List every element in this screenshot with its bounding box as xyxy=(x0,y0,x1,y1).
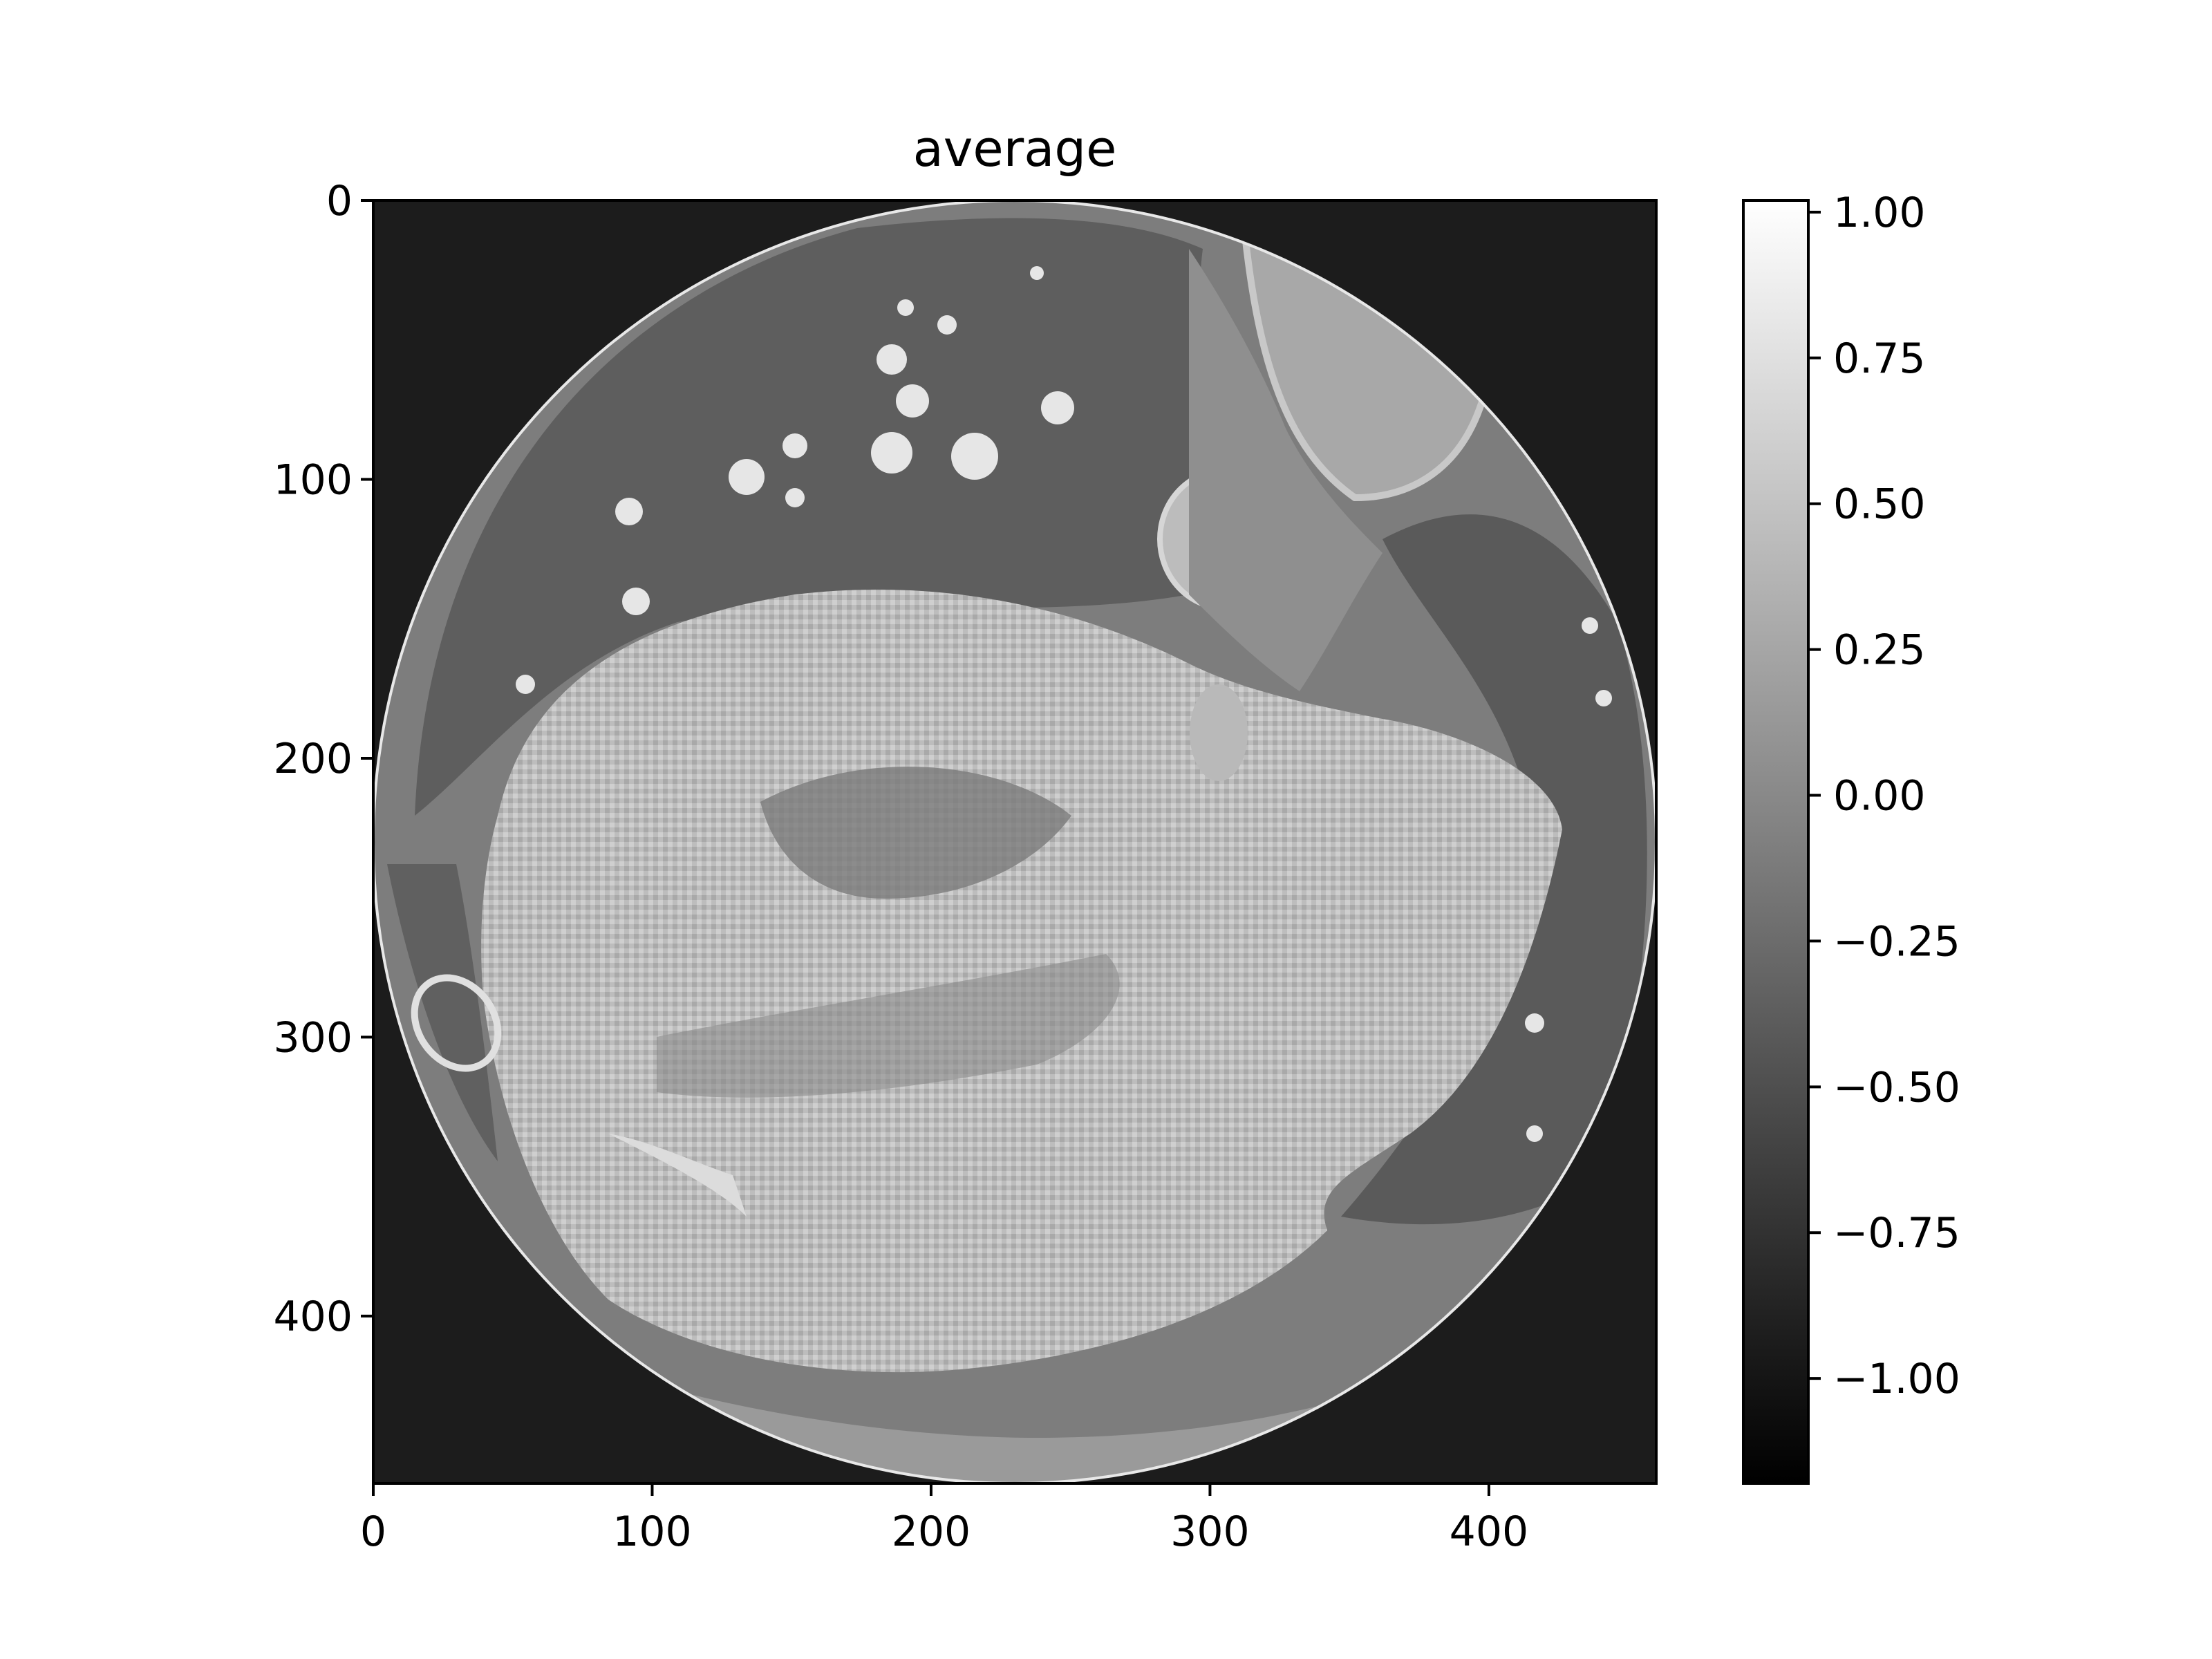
scan-circle xyxy=(373,200,1656,1483)
vessel-small xyxy=(1190,684,1248,781)
chart-title: average xyxy=(913,120,1117,178)
colorbar-tick-label: −0.75 xyxy=(1833,1209,1960,1257)
colorbar-tick-label: 0.75 xyxy=(1833,335,1926,383)
colorbar-tick-label: 1.00 xyxy=(1833,189,1926,237)
y-tick-label: 400 xyxy=(273,1293,353,1341)
y-tick-label: 0 xyxy=(326,177,353,225)
tissue-inner-dark xyxy=(760,767,1071,899)
colorbar-tick-label: 0.50 xyxy=(1833,480,1926,529)
lung-vessels xyxy=(516,266,1612,1142)
rib-lower xyxy=(608,1134,747,1217)
colorbar-frame xyxy=(1742,199,1810,1485)
colorbar-tick-label: −0.25 xyxy=(1833,917,1960,966)
y-tick-label: 300 xyxy=(273,1013,353,1062)
lung-region-right xyxy=(1341,514,1647,1225)
x-tick-label: 200 xyxy=(892,1508,971,1556)
colorbar-gradient xyxy=(1743,200,1808,1483)
colorbar-tick-label: 0.25 xyxy=(1833,626,1926,675)
colorbar-tick-label: −1.00 xyxy=(1833,1355,1960,1403)
colorbar-axis: 1.00 0.75 0.50 0.25 0.00 −0.25 −0.50 −0.75 −1.00 xyxy=(1808,189,1960,1403)
x-tick-label: 0 xyxy=(360,1508,386,1556)
mediastinum-strip xyxy=(1189,249,1382,691)
x-tick-label: 300 xyxy=(1170,1508,1250,1556)
x-tick-label: 100 xyxy=(612,1508,692,1556)
y-axis: 0 100 200 300 400 xyxy=(273,177,373,1341)
lung-region-upper-left xyxy=(415,218,1203,816)
rib-ring-left xyxy=(411,974,502,1072)
x-axis: 0 100 200 300 400 xyxy=(360,1483,1528,1556)
plot-frame xyxy=(372,199,1658,1485)
heatmap-image xyxy=(373,200,1656,1483)
x-tick-label: 400 xyxy=(1450,1508,1529,1556)
colorbar-tick-label: 0.00 xyxy=(1833,772,1926,821)
tissue-band xyxy=(657,954,1120,1098)
y-tick-label: 200 xyxy=(273,735,353,783)
y-tick-label: 100 xyxy=(273,456,353,504)
colorbar-tick-label: −0.50 xyxy=(1833,1063,1960,1112)
lung-region-lower-left xyxy=(387,864,498,1161)
